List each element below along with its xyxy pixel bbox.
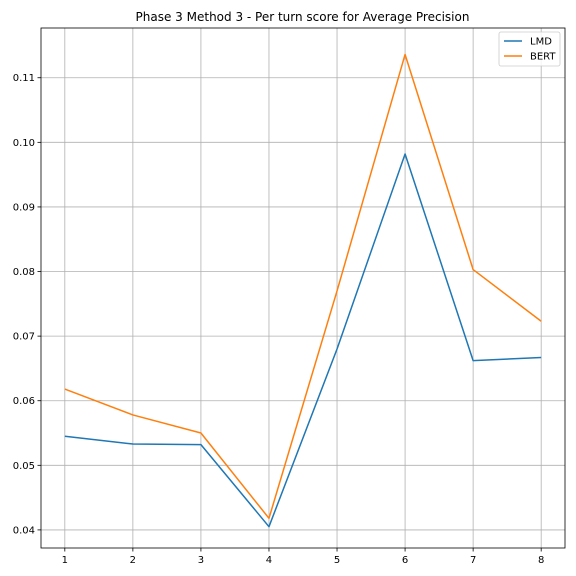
- x-tick-label: 5: [334, 555, 340, 566]
- x-tick-label: 7: [470, 555, 476, 566]
- y-tick-label: 0.05: [13, 461, 35, 472]
- axis-ticks: 1 2 3 4 5 6 7 8 0.04 0.05 0.06 0.07 0.08 0.09 0.10 0.11: [13, 73, 545, 566]
- grid-lines: [41, 28, 565, 548]
- legend: LMD BERT: [498, 31, 561, 67]
- plot-area: [40, 27, 566, 549]
- series-lines: [64, 53, 542, 528]
- x-tick-label: 8: [538, 555, 544, 566]
- y-tick-label: 0.09: [13, 202, 35, 213]
- series-line-bert: [64, 53, 542, 520]
- legend-label: LMD: [530, 37, 552, 48]
- x-tick-label: 4: [266, 555, 272, 566]
- y-tick-label: 0.06: [13, 396, 35, 407]
- y-tick-label: 0.10: [13, 138, 35, 149]
- y-tick-label: 0.04: [13, 525, 35, 536]
- x-tick-label: 1: [62, 555, 68, 566]
- y-tick-label: 0.11: [13, 73, 35, 84]
- y-tick-label: 0.08: [13, 267, 35, 278]
- x-tick-label: 6: [402, 555, 408, 566]
- x-tick-label: 2: [130, 555, 136, 566]
- y-tick-label: 0.07: [13, 332, 35, 343]
- series-line-lmd: [64, 153, 542, 528]
- x-tick-label: 3: [198, 555, 204, 566]
- legend-label: BERT: [530, 52, 556, 63]
- chart-title: Phase 3 Method 3 - Per turn score for Av…: [136, 10, 470, 24]
